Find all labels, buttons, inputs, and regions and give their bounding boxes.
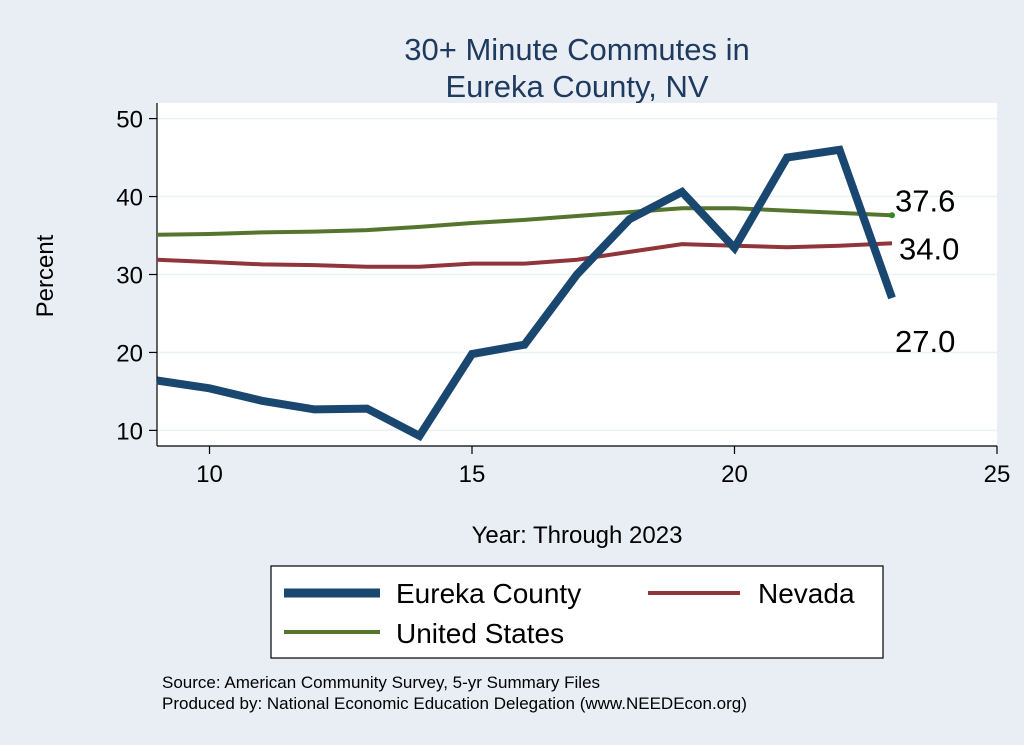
legend-box xyxy=(270,565,884,659)
end-label-united-states: 37.6 xyxy=(895,183,955,218)
y-tick-label-30: 30 xyxy=(116,263,143,290)
legend-label-united-states: United States xyxy=(396,618,564,649)
series-lines xyxy=(156,145,896,442)
legend-label-eureka-county: Eureka County xyxy=(396,578,581,609)
y-tick-label-20: 20 xyxy=(116,340,143,367)
series-line-eureka-county xyxy=(156,145,896,442)
legend-label-nevada: Nevada xyxy=(758,578,855,609)
axes: 10 20 30 40 50 10 15 20 25 xyxy=(116,103,1010,488)
producer-note: Produced by: National Economic Education… xyxy=(162,694,747,713)
y-tick-label-50: 50 xyxy=(116,107,143,134)
chart-title-line-1: 30+ Minute Commutes in xyxy=(404,32,749,67)
x-tick-label-10: 10 xyxy=(196,461,223,488)
y-tick-label-10: 10 xyxy=(116,418,143,445)
series-line-united-states xyxy=(156,206,893,237)
x-tick-label-20: 20 xyxy=(721,461,748,488)
series-line-nevada xyxy=(156,241,893,269)
y-axis-label: Percent xyxy=(32,234,59,317)
source-note: Source: American Community Survey, 5-yr … xyxy=(162,673,600,692)
end-value-labels: 27.0 34.0 37.6 xyxy=(895,183,959,359)
end-label-nevada: 34.0 xyxy=(899,231,959,266)
y-tick-label-40: 40 xyxy=(116,185,143,212)
legend: Eureka County Nevada United States xyxy=(284,578,855,649)
x-axis-label: Year: Through 2023 xyxy=(472,522,683,549)
x-tick-label-15: 15 xyxy=(459,461,486,488)
series-end-marker-united-states xyxy=(889,212,895,219)
x-tick-label-25: 25 xyxy=(984,461,1011,488)
chart-title-line-2: Eureka County, NV xyxy=(445,69,708,104)
end-label-eureka-county: 27.0 xyxy=(895,324,955,359)
